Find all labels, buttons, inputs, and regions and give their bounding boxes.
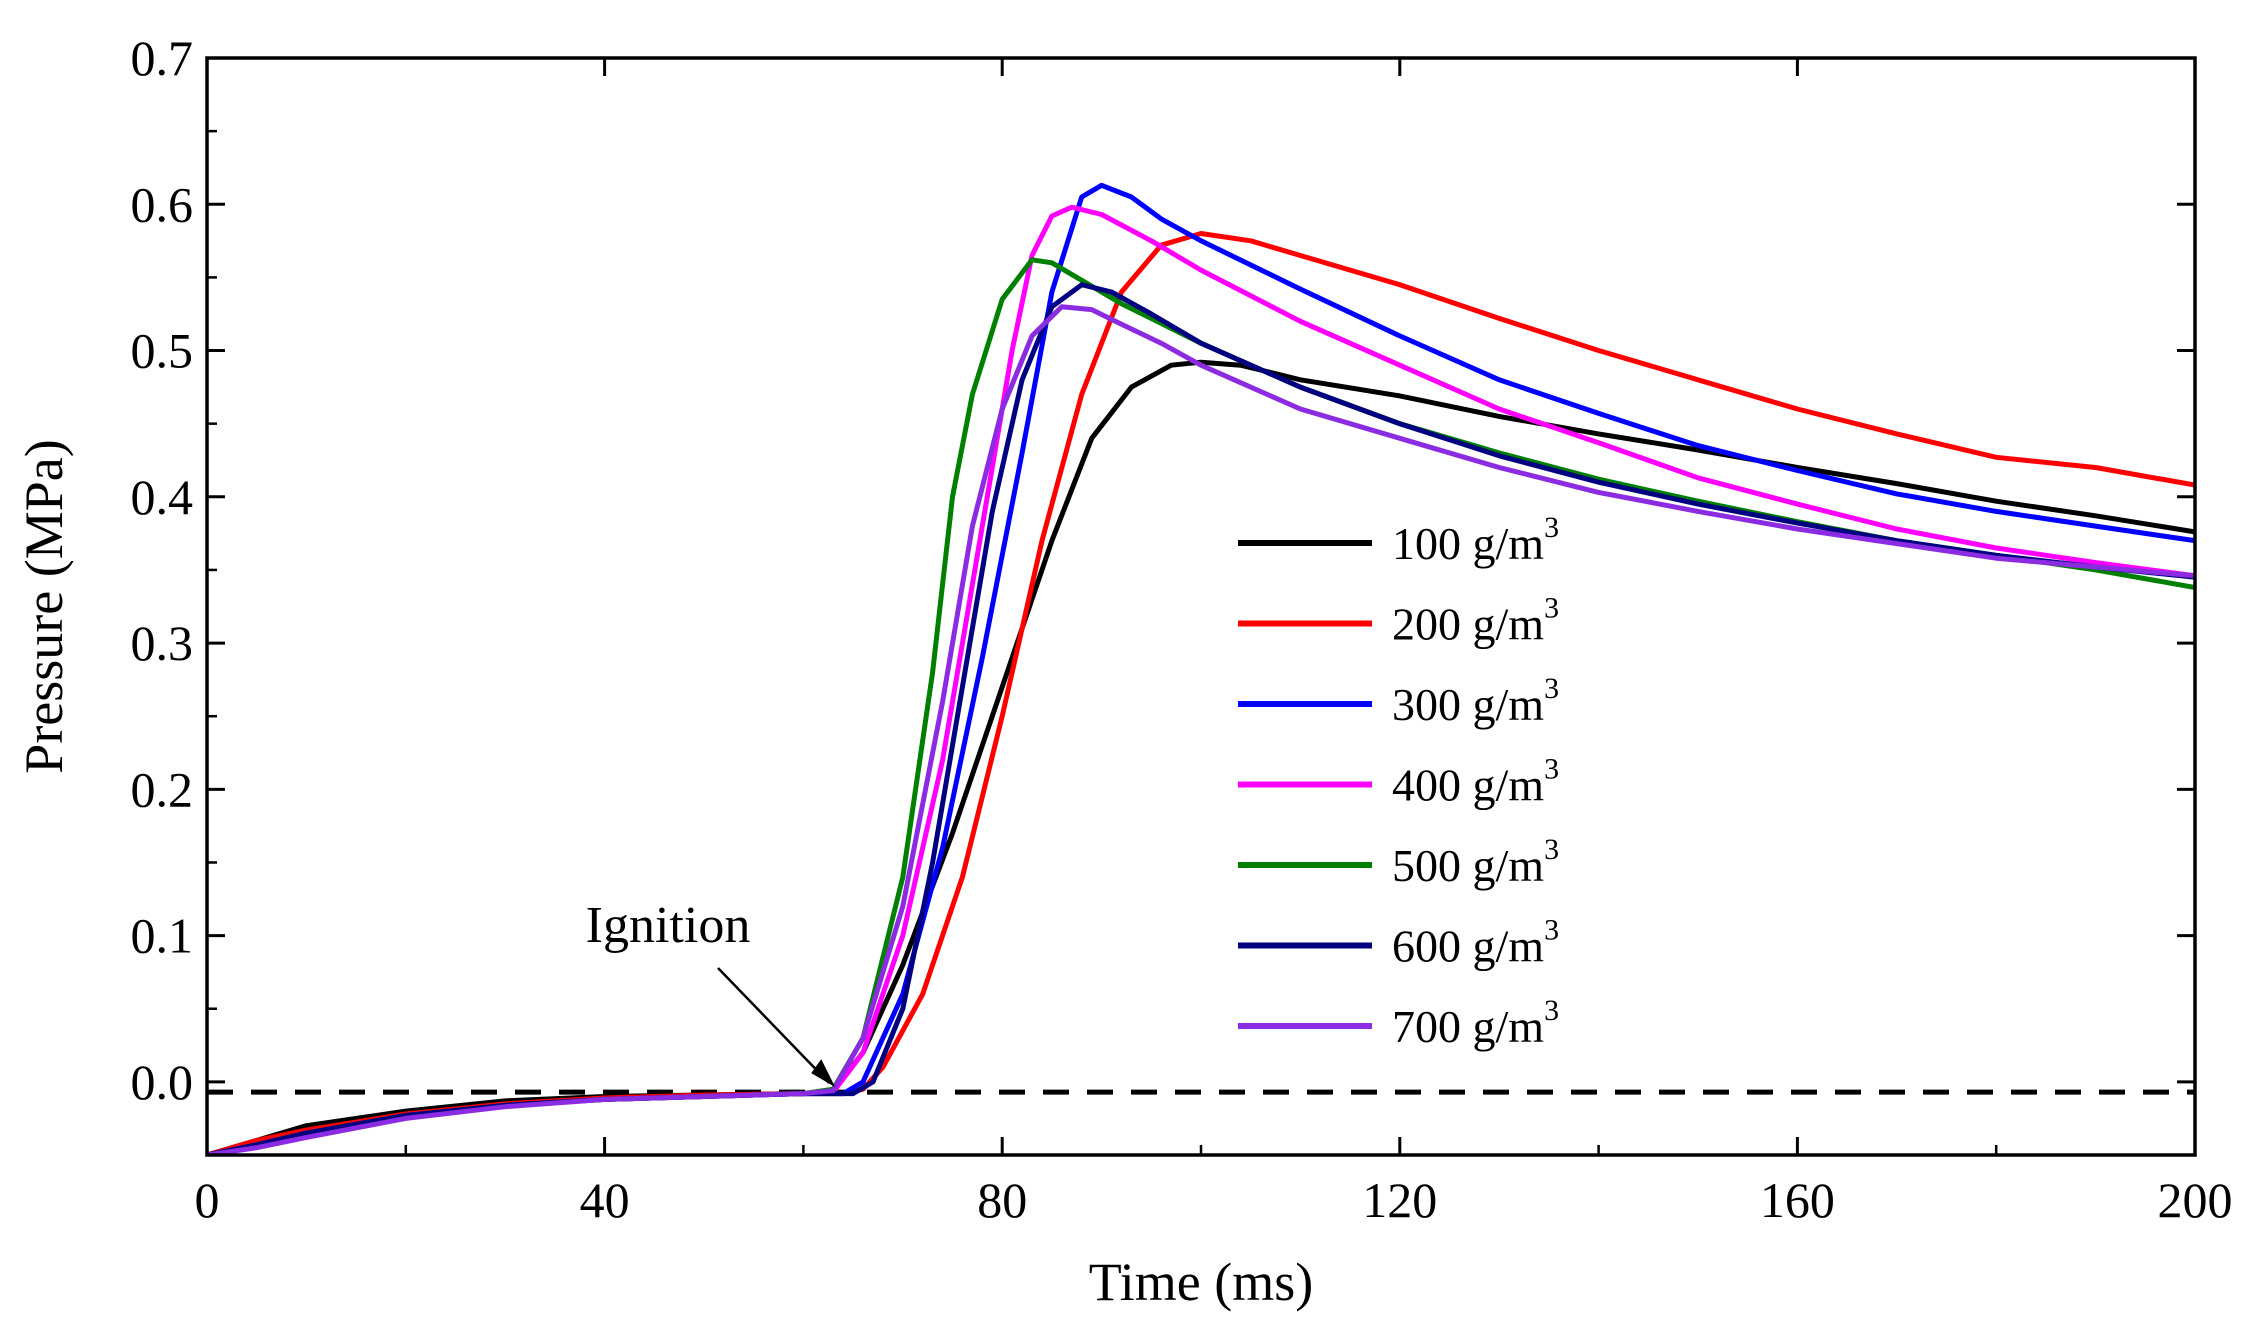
legend-value: 700 g/m	[1392, 1001, 1544, 1052]
chart-marks: 0 40 80 120 160 200 0.0 0.1 0.2 0.3 0.4 0.5 0.6 0.7 Ti…	[14, 30, 2233, 1312]
legend-label-600: 600 g/m3	[1392, 914, 1559, 972]
series-line-600	[207, 282, 2195, 1155]
legend-label-700: 700 g/m3	[1392, 994, 1559, 1052]
y-tick-label: 0.6	[131, 176, 194, 232]
legend-value: 600 g/m	[1392, 921, 1544, 972]
legend-value: 100 g/m	[1392, 518, 1544, 569]
legend-label-300: 300 g/m3	[1392, 672, 1559, 730]
legend-label-100: 100 g/m3	[1392, 511, 1559, 569]
y-tick-label: 0.2	[131, 761, 194, 817]
x-tick-label: 0	[195, 1172, 220, 1228]
legend-label-500: 500 g/m3	[1392, 833, 1559, 891]
series-line-400	[207, 204, 2195, 1155]
x-tick-label: 40	[580, 1172, 630, 1228]
legend-label-200: 200 g/m3	[1392, 592, 1559, 650]
legend-unit-superscript: 3	[1544, 914, 1559, 947]
series-line-100	[207, 359, 2195, 1155]
legend-value: 500 g/m	[1392, 840, 1544, 891]
legend-unit-superscript: 3	[1544, 511, 1559, 544]
series-line-500	[207, 257, 2195, 1155]
ignition-annotation-label: Ignition	[586, 897, 751, 954]
legend-label-400: 400 g/m3	[1392, 753, 1559, 811]
y-tick-label: 0.5	[131, 323, 194, 379]
y-tick-label: 0.0	[131, 1054, 194, 1110]
y-tick-label: 0.1	[131, 908, 194, 964]
x-axis-title: Time (ms)	[1089, 1252, 1314, 1312]
legend-unit-superscript: 3	[1544, 672, 1559, 705]
y-tick-label: 0.3	[131, 615, 194, 671]
ignition-arrow-line	[717, 967, 831, 1085]
y-axis-title: Pressure (MPa)	[14, 439, 74, 773]
series-line-300	[207, 182, 2195, 1155]
series-line-700	[207, 304, 2195, 1155]
x-tick-label: 80	[977, 1172, 1027, 1228]
y-tick-label: 0.4	[131, 469, 194, 525]
legend-unit-superscript: 3	[1544, 592, 1559, 625]
plot-frame	[205, 56, 2197, 1157]
series-group	[207, 182, 2195, 1155]
legend-unit-superscript: 3	[1544, 833, 1559, 866]
y-tick-label: 0.7	[131, 30, 194, 86]
x-tick-label: 120	[1362, 1172, 1437, 1228]
legend-value: 400 g/m	[1392, 760, 1544, 811]
legend-unit-superscript: 3	[1544, 753, 1559, 786]
x-tick-label: 200	[2158, 1172, 2233, 1228]
legend-value: 300 g/m	[1392, 679, 1544, 730]
legend-unit-superscript: 3	[1544, 994, 1559, 1027]
x-tick-label: 160	[1760, 1172, 1835, 1228]
series-line-200	[207, 231, 2195, 1155]
ignition-arrowhead	[811, 1059, 836, 1088]
legend-value: 200 g/m	[1392, 599, 1544, 650]
